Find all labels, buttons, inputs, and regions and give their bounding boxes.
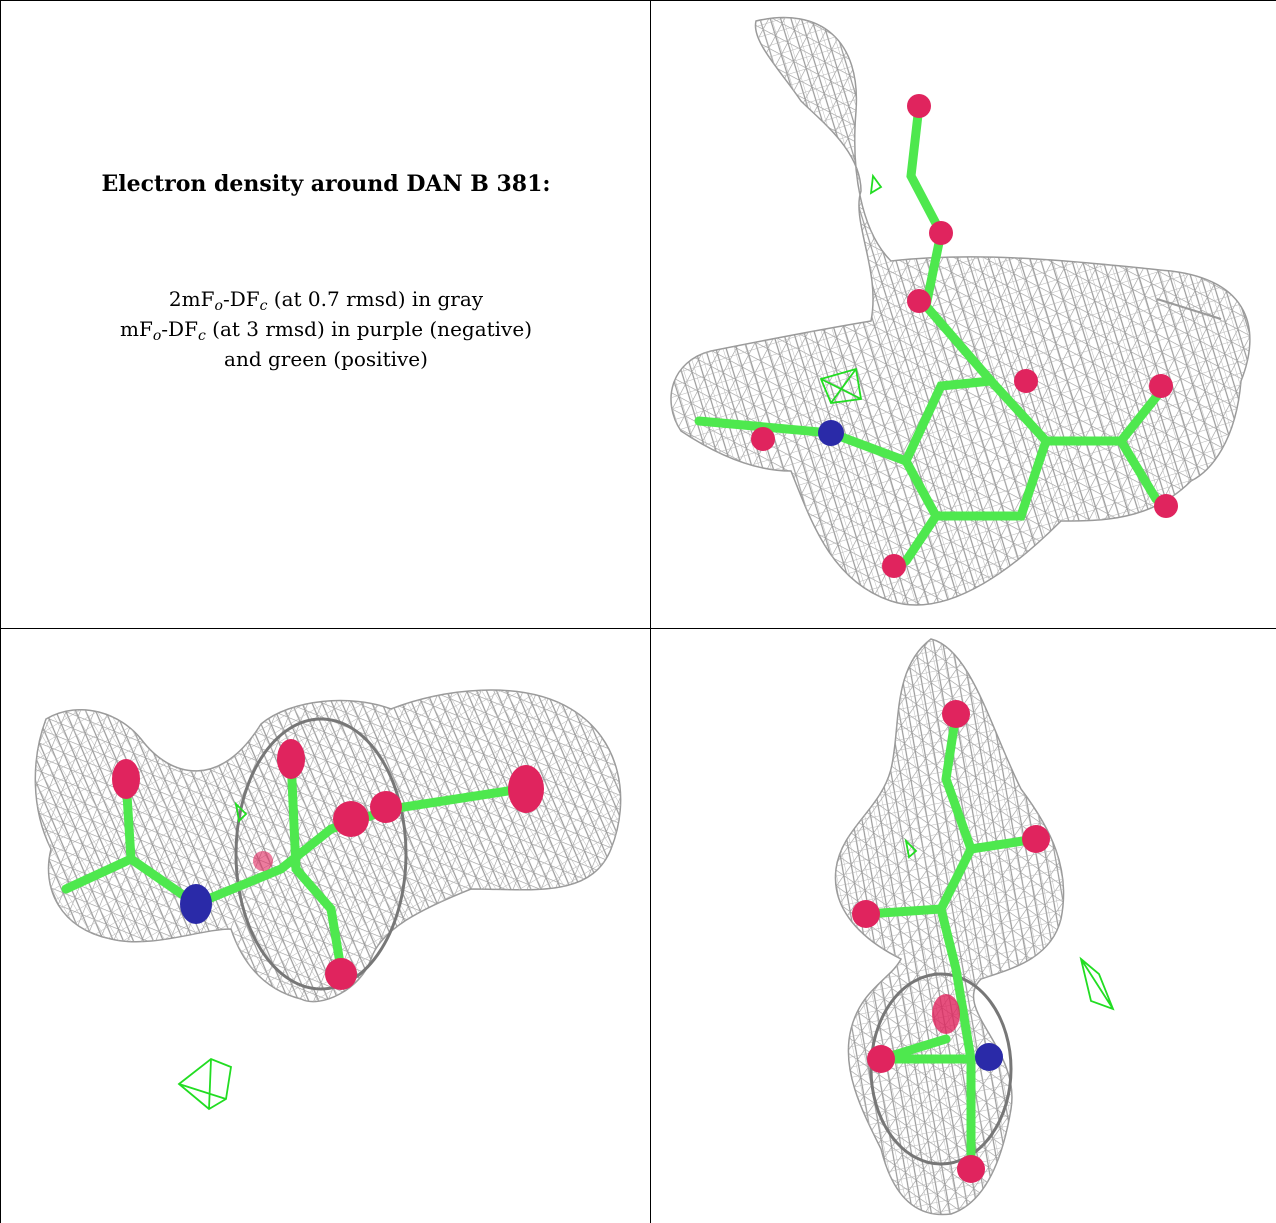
caption-line-fo: mFo-DFc (at 3 rmsd) in purple (negative) [120, 317, 532, 345]
mesh-fragment [1156, 298, 1222, 320]
positive-density-blob [819, 173, 883, 404]
oxygen-atom [907, 94, 931, 118]
oxygen-atom [907, 289, 931, 313]
oxygen-atom [333, 801, 369, 837]
oxygen-atom [867, 1045, 895, 1073]
oxygen-atom [751, 427, 775, 451]
oxygen-atom [882, 554, 906, 578]
caption-cell: Electron density around DAN B 381: 2mFo-… [0, 0, 650, 628]
oxygen-atom [1149, 374, 1173, 398]
oxygen-atom [1014, 369, 1038, 393]
oxygen-atom [852, 900, 880, 928]
oxygen-atom [942, 700, 970, 728]
nitrogen-atom [180, 884, 212, 924]
density-mesh-overlay [671, 17, 1250, 605]
ligand-bonds [694, 101, 1166, 566]
nitrogen-atom [818, 420, 844, 446]
positive-density-blob [177, 801, 248, 1111]
oxygen-atom [1022, 825, 1050, 853]
density-mesh-overlay [35, 690, 621, 1002]
oxygen-atom [957, 1155, 985, 1183]
oxygen-atom [325, 958, 357, 990]
oxygen-atom [932, 994, 960, 1034]
molecule-view-2 [34, 689, 622, 1111]
density-mesh-ring [869, 972, 1013, 1166]
oxygen-atom [508, 765, 544, 813]
density-view-top-right [650, 0, 1276, 628]
density-mesh-ring [234, 717, 408, 991]
oxygen-atom [929, 221, 953, 245]
oxygen-atom [253, 851, 273, 871]
oxygen-atom [1154, 494, 1178, 518]
ligand-atoms [112, 739, 544, 990]
caption-title: Electron density around DAN B 381: [101, 171, 551, 197]
molecule-view-3 [834, 638, 1115, 1216]
density-view-bottom-left [0, 628, 650, 1223]
caption-line-positive: and green (positive) [224, 347, 428, 371]
caption-line-2fo: 2mFo-DFc (at 0.7 rmsd) in gray [168, 287, 484, 315]
density-view-bottom-right [650, 628, 1276, 1223]
positive-density-blob [904, 838, 1115, 1011]
oxygen-atom [370, 791, 402, 823]
ligand-atoms [852, 700, 1050, 1183]
molecule-view-1 [670, 16, 1251, 606]
nitrogen-atom [975, 1043, 1003, 1071]
ligand-atoms [751, 94, 1178, 578]
oxygen-atom [277, 739, 305, 779]
oxygen-atom [112, 759, 140, 799]
